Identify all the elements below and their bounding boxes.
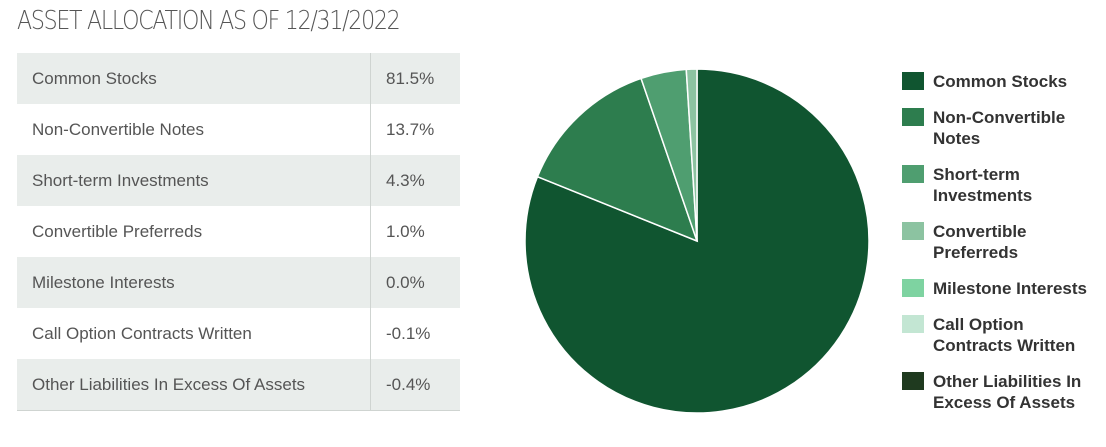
legend: Common Stocks Non-Convertible Notes Short-…: [902, 71, 1102, 428]
pie-slice: [685, 68, 698, 242]
table-row: Non-Convertible Notes 13.7%: [17, 104, 460, 155]
legend-item: Convertible Preferreds: [902, 221, 1102, 263]
legend-swatch: [902, 165, 924, 183]
legend-label: Common Stocks: [933, 72, 1068, 91]
table-row: Milestone Interests 0.0%: [17, 257, 460, 308]
category-cell: Short-term Investments: [17, 155, 371, 206]
value-cell: 1.0%: [370, 206, 460, 257]
legend-swatch: [902, 222, 924, 240]
value-cell: -0.1%: [370, 308, 460, 359]
legend-swatch: [902, 315, 924, 333]
legend-label: Convertible Preferreds: [933, 222, 1027, 262]
category-cell: Non-Convertible Notes: [32, 119, 204, 139]
value-cell: -0.4%: [370, 359, 460, 411]
value-cell: 4.3%: [370, 155, 460, 206]
category-cell: Other Liabilities In Excess Of Assets: [17, 359, 371, 411]
chart-title: ASSET ALLOCATION AS OF 12/31/2022: [17, 6, 401, 36]
table-row: Common Stocks 81.5%: [17, 53, 460, 104]
table-row: Call Option Contracts Written -0.1%: [17, 308, 460, 359]
legend-swatch: [902, 72, 924, 90]
allocation-table: Common Stocks 81.5% Non-Convertible Notes 1…: [17, 53, 460, 411]
legend-item: Milestone Interests: [902, 278, 1102, 299]
legend-label: Milestone Interests: [933, 279, 1087, 298]
category-cell: Call Option Contracts Written: [32, 323, 252, 343]
pie-slice: [536, 77, 699, 243]
legend-item: Call Option Contracts Written: [902, 314, 1102, 356]
legend-swatch: [902, 279, 924, 297]
legend-item: Non-Convertible Notes: [902, 107, 1102, 149]
legend-swatch: [902, 108, 924, 126]
category-cell: Convertible Preferreds: [32, 221, 203, 241]
table-row: Other Liabilities In Excess Of Assets -0.…: [17, 359, 460, 411]
category-cell: Common Stocks: [17, 53, 371, 104]
legend-label: Non-Convertible Notes: [933, 108, 1066, 148]
legend-swatch: [902, 372, 924, 390]
value-cell: 13.7%: [370, 104, 460, 155]
value-cell: 0.0%: [370, 257, 460, 308]
legend-item: Short-term Investments: [902, 164, 1102, 206]
legend-label: Other Liabilities In Excess Of Assets: [933, 372, 1082, 412]
legend-label: Short-term Investments: [933, 165, 1033, 205]
table-row: Short-term Investments 4.3%: [17, 155, 460, 206]
legend-label: Call Option Contracts Written: [933, 315, 1076, 355]
table-row: Convertible Preferreds 1.0%: [17, 206, 460, 257]
legend-item: Common Stocks: [902, 71, 1102, 92]
value-cell: 81.5%: [370, 53, 460, 104]
pie-chart: [524, 68, 870, 414]
category-cell: Milestone Interests: [17, 257, 371, 308]
legend-item: Other Liabilities In Excess Of Assets: [902, 371, 1102, 413]
